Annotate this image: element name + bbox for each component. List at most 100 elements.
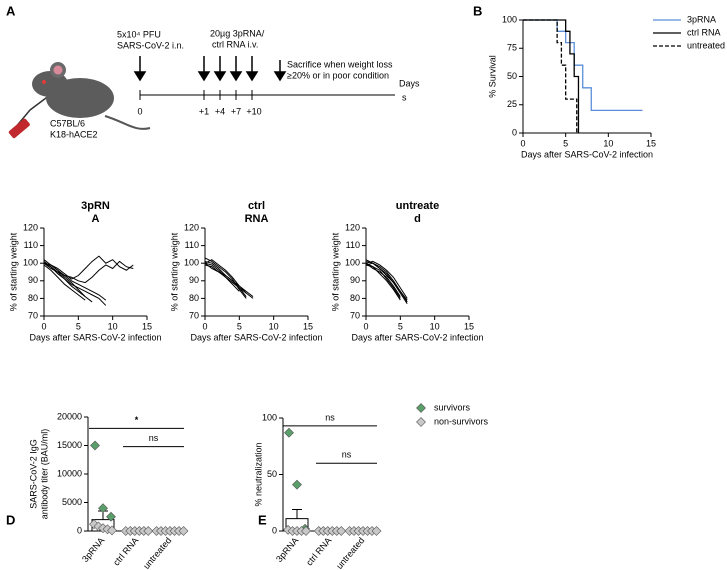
y-tick-label: 120 (184, 222, 199, 232)
y-tick-label: 20000 (57, 411, 82, 421)
y-tick-label: 100 (502, 14, 517, 24)
y-tick-label: 110 (24, 240, 38, 250)
x-tick-label: 0 (363, 321, 368, 331)
legend-label: survivors (434, 402, 471, 412)
timeline-tick: 0 (137, 106, 142, 116)
error-bar (292, 509, 302, 519)
y-tick-label: 70 (350, 310, 360, 320)
step-label: ctrl RNA i.v. (212, 39, 258, 49)
y-tick-label: 0 (77, 525, 82, 535)
step-label: Sacrifice when weight loss (287, 59, 393, 69)
legend-label: untreated (687, 40, 725, 50)
x-tick-label: 15 (464, 321, 474, 331)
chart-title: A (92, 213, 100, 225)
mouse-tail (104, 115, 151, 130)
significance-label: * (135, 415, 139, 425)
x-tick-label: 15 (303, 321, 313, 331)
arrows (133, 56, 287, 82)
y-tick-label: 80 (28, 293, 38, 303)
y-axis-label: % neutralization (253, 442, 263, 506)
y-axis-label: SARS-CoV-2 IgG (28, 439, 38, 509)
x-tick-label: 5 (398, 321, 403, 331)
data-point (107, 525, 117, 536)
y-tick-label: 0 (512, 127, 517, 137)
legend-swatch (416, 403, 426, 413)
y-tick-label: 100 (23, 258, 38, 268)
x-tick-label: 10 (269, 321, 279, 331)
x-axis-label: Days after SARS-CoV-2 infection (351, 332, 483, 342)
y-tick-label: 120 (23, 222, 38, 232)
x-axis-label: Days after SARS-CoV-2 infection (190, 332, 322, 342)
weight-line (365, 262, 408, 301)
weight-line (365, 260, 408, 299)
y-axis-label: % of starting weight (169, 232, 179, 311)
y-tick-label: 80 (189, 293, 199, 303)
step-label: 5x10⁴ PFU (117, 29, 161, 39)
timeline-label: Days (399, 78, 420, 88)
weight-line (43, 262, 107, 301)
x-axis-label: Days after SARS-CoV-2 infection (29, 332, 161, 342)
timeline-tick: +10 (246, 106, 261, 116)
weight-line (365, 262, 401, 301)
timeline (139, 90, 395, 100)
x-tick-label: 0 (41, 321, 46, 331)
legend-label: ctrl RNA (687, 27, 721, 37)
panel-a: A C57BL/6 K18-hACE2 5x10⁴ PFU SARS-CoV-2… (6, 3, 420, 139)
x-tick-label: 5 (237, 321, 242, 331)
x-tick-label: 10 (603, 138, 613, 148)
y-tick-label: 15000 (57, 440, 82, 450)
x-tick-label: 0 (202, 321, 207, 331)
panel-label: D (6, 512, 15, 527)
weight-line (43, 255, 134, 280)
significance-label: ns (325, 412, 335, 422)
y-tick-label: 50 (267, 469, 277, 479)
data-point (90, 440, 100, 451)
legend-label: non-survivors (434, 416, 489, 426)
data-point (292, 479, 302, 490)
y-tick-label: 120 (345, 222, 360, 232)
y-tick-label: 5000 (62, 497, 82, 507)
x-tick-label: 5 (563, 138, 568, 148)
y-tick-label: 90 (189, 275, 199, 285)
data-point (98, 503, 108, 514)
chart-title: d (414, 213, 421, 225)
step-label: SARS-CoV-2 i.n. (117, 40, 184, 50)
x-tick-label: 15 (646, 138, 656, 148)
y-axis-label: antibody titer (BAU/ml) (39, 429, 49, 520)
chart-title: RNA (245, 213, 269, 225)
weight-line (365, 262, 401, 297)
weight-line (204, 257, 247, 299)
timeline-tick: +1 (199, 106, 209, 116)
panel-label: A (6, 3, 16, 18)
syringe (8, 118, 30, 139)
x-axis-label: Days after SARS-CoV-2 infection (521, 149, 653, 159)
y-tick-label: 70 (28, 310, 38, 320)
y-tick-label: 100 (184, 258, 199, 268)
y-tick-label: 75 (507, 43, 517, 53)
data-point (371, 526, 382, 536)
y-axis-label: % Survival (487, 55, 497, 98)
y-axis-label: % of starting weight (8, 232, 18, 311)
significance-label: ns (342, 450, 352, 460)
y-tick-label: 100 (345, 258, 360, 268)
chart-title: ctrl (248, 200, 265, 212)
y-tick-label: 0 (272, 525, 277, 535)
y-tick-label: 25 (507, 99, 517, 109)
y-tick-label: 70 (189, 310, 199, 320)
weight-line (43, 264, 86, 301)
y-tick-label: 100 (262, 412, 277, 422)
significance-label: ns (149, 433, 159, 443)
y-tick-label: 110 (185, 240, 199, 250)
data-point (284, 427, 294, 438)
panel-label: B (473, 3, 482, 18)
y-tick-label: 110 (346, 240, 360, 250)
x-tick-label: 10 (430, 321, 440, 331)
timeline-tick: +4 (215, 106, 225, 116)
y-tick-label: 80 (350, 293, 360, 303)
data-point (143, 526, 154, 536)
x-tick-label: 0 (520, 138, 525, 148)
survival-line (523, 19, 580, 133)
legend-swatch (416, 417, 426, 427)
